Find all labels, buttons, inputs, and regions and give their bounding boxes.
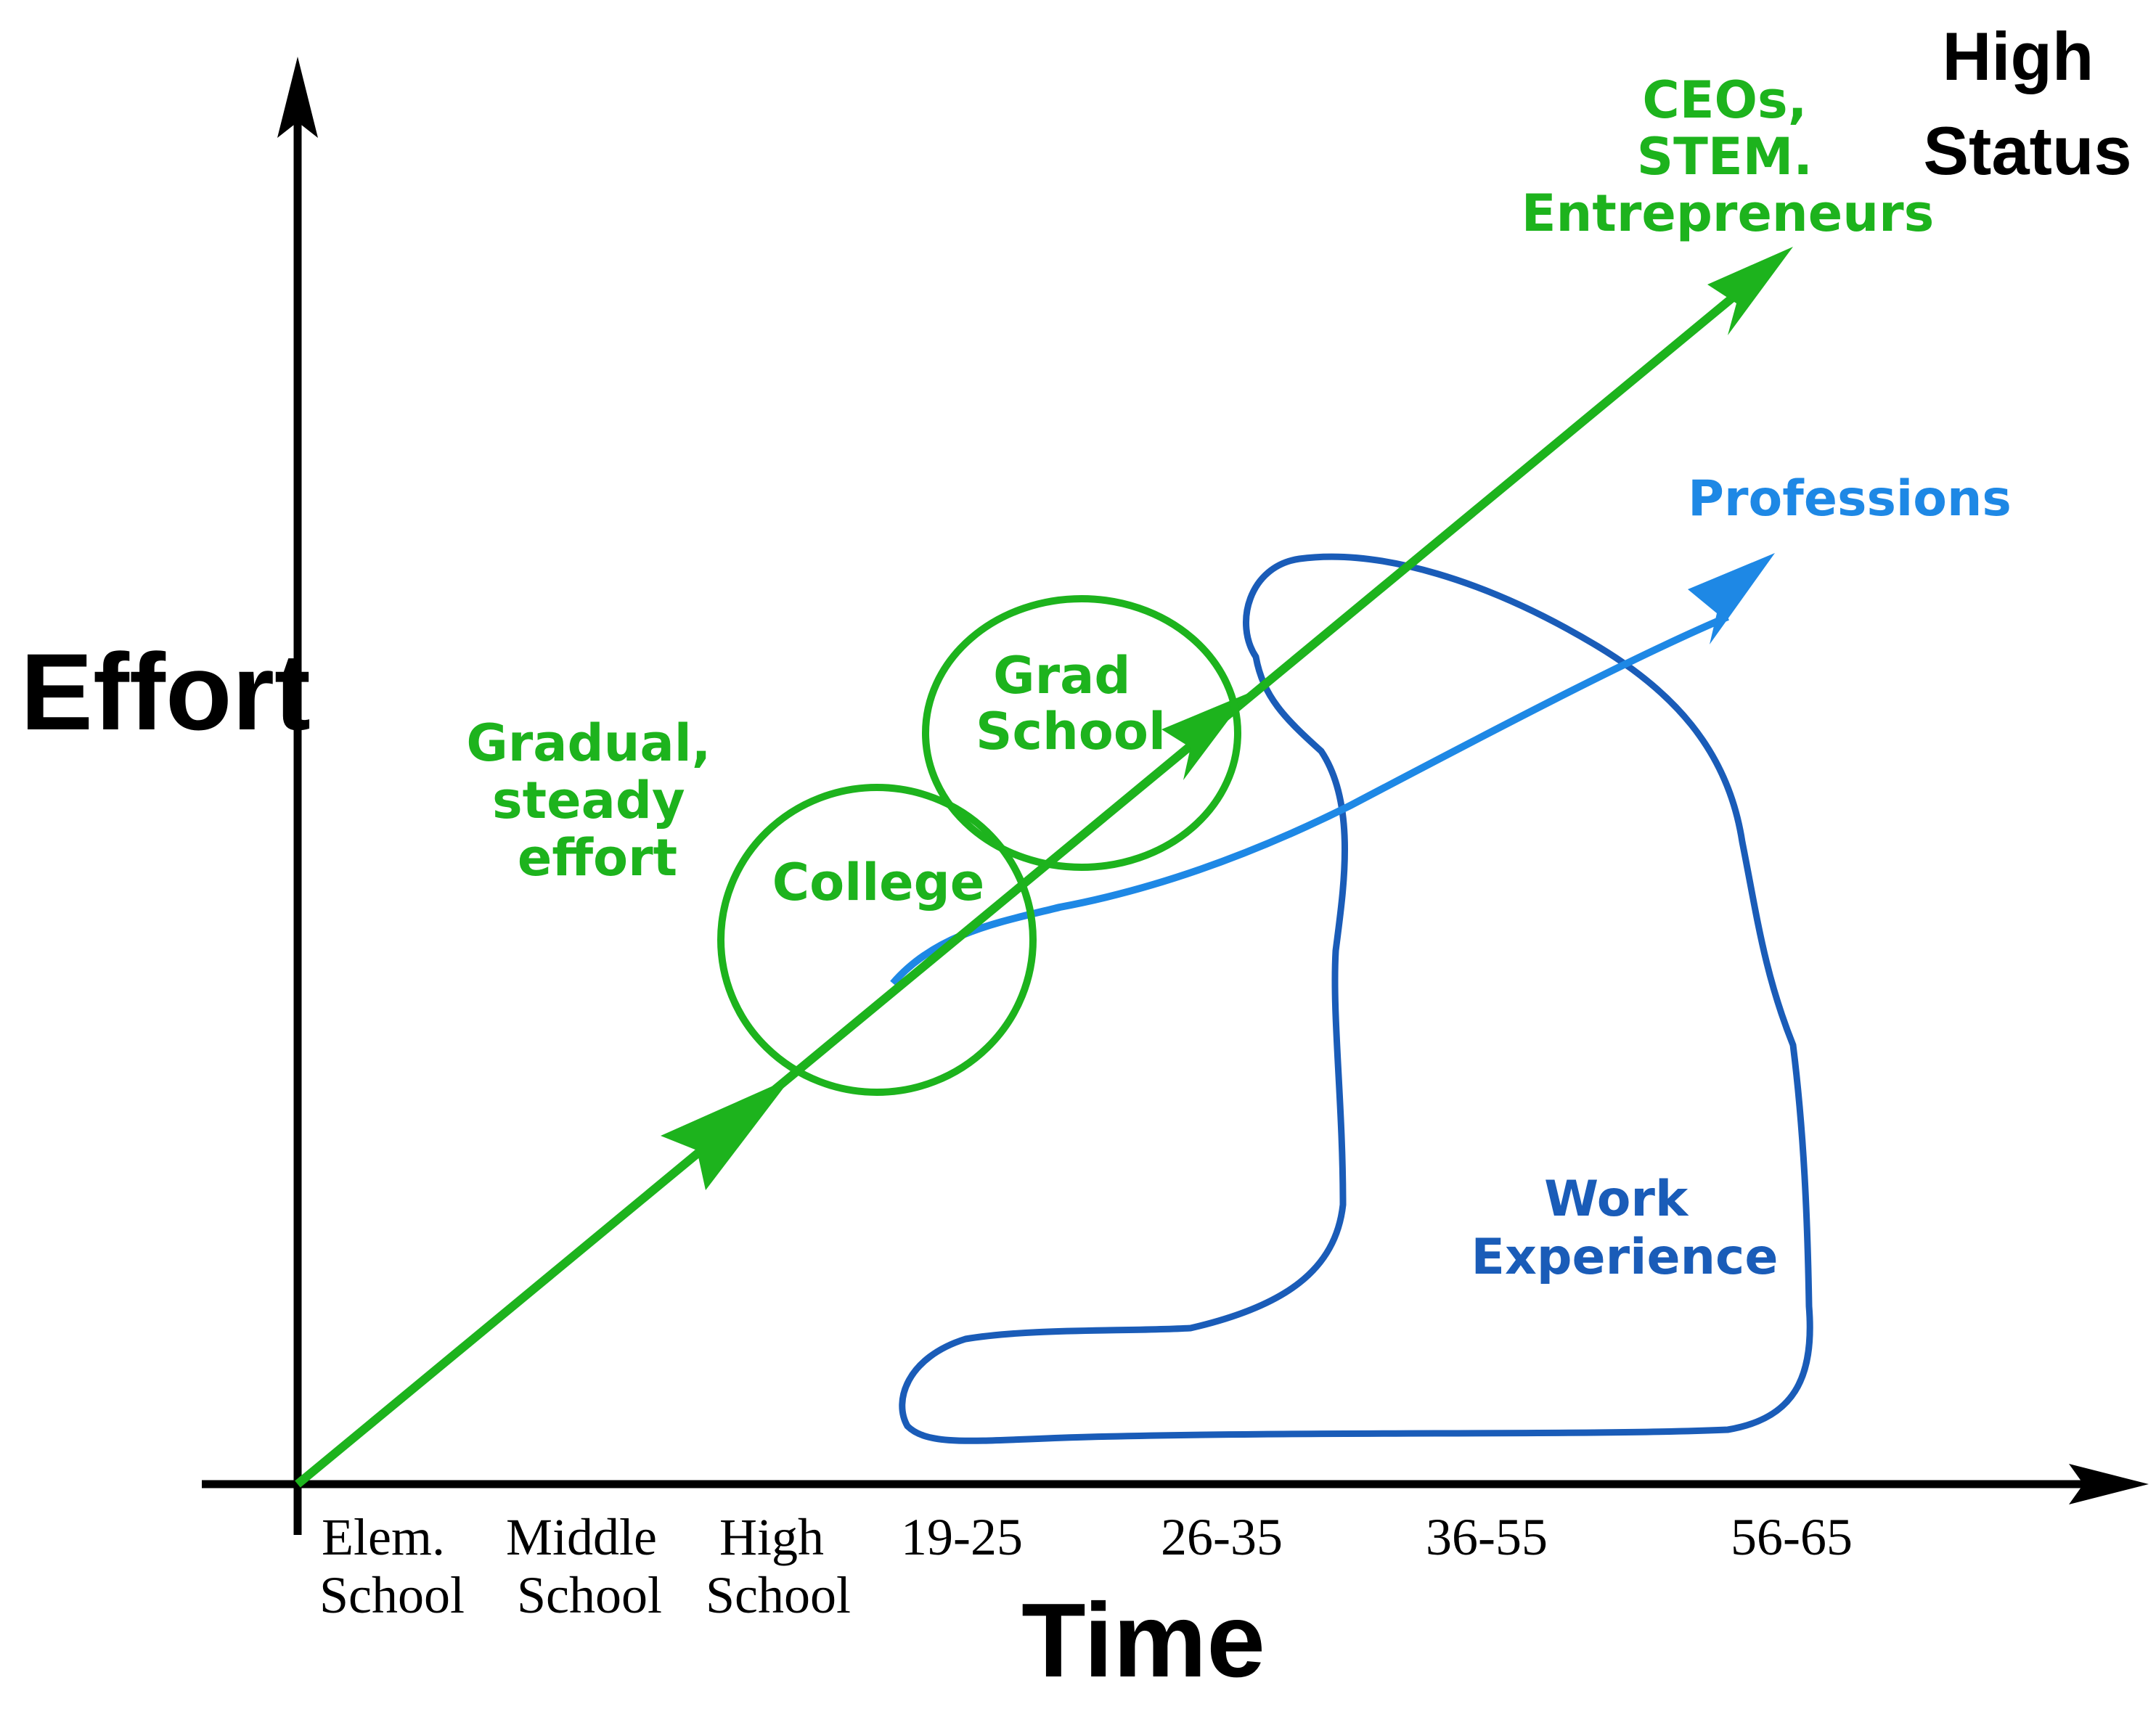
work-experience-label: Work Experience: [1471, 1171, 1779, 1286]
ceos-line-3: Entrepreneurs: [1522, 184, 1935, 243]
x-tick-middle-line-2: School: [517, 1566, 662, 1624]
ceos-line-1: CEOs,: [1642, 70, 1807, 130]
x-tick-elem-line-2: School: [319, 1566, 465, 1624]
college-label: College: [772, 853, 985, 912]
work-experience-region: [899, 553, 1813, 1444]
x-axis-label: Time: [1021, 1581, 1265, 1699]
x-tick-high-school: High School: [706, 1508, 851, 1624]
effort-label-line-3: effort: [518, 828, 677, 888]
high-status-label: High Status: [1923, 18, 2131, 189]
effort-label-line-2: steady: [492, 771, 685, 830]
grad-school-label: Grad School: [976, 646, 1166, 761]
work-experience-line-1: Work: [1544, 1171, 1689, 1228]
x-tick-high-line-1: High: [719, 1508, 824, 1566]
x-tick-36-55: 36-55: [1426, 1508, 1548, 1566]
grad-school-line-2: School: [976, 702, 1166, 761]
x-tick-26-35: 26-35: [1161, 1508, 1283, 1566]
y-axis-label: Effort: [20, 631, 311, 753]
grad-school-line-1: Grad: [993, 646, 1130, 705]
professions-arrowhead: [1688, 553, 1775, 644]
professions-curve: [890, 613, 1729, 986]
green-arrowhead-mid2: [1161, 693, 1249, 780]
x-tick-19-25: 19-25: [901, 1508, 1023, 1566]
work-experience-line-2: Experience: [1471, 1229, 1779, 1286]
x-tick-56-65: 56-65: [1731, 1508, 1853, 1566]
ceos-line-2: STEM.: [1637, 127, 1813, 187]
x-tick-high-line-2: School: [706, 1566, 851, 1624]
college-circle: [717, 784, 1037, 1096]
x-tick-elem-school: Elem. School: [319, 1508, 465, 1624]
y-axis-arrowhead: [277, 57, 318, 138]
gradual-steady-effort-label: Gradual, steady effort: [466, 713, 728, 888]
high-status-line-2: Status: [1923, 112, 2131, 189]
x-tick-elem-line-1: Elem.: [322, 1508, 445, 1566]
effort-label-line-1: Gradual,: [466, 713, 711, 773]
professions-label: Professions: [1688, 470, 2012, 528]
x-axis-arrowhead: [2069, 1464, 2149, 1504]
x-tick-middle-line-1: Middle: [506, 1508, 657, 1566]
grad-school-circle: [922, 595, 1241, 871]
green-arrowhead-top: [1707, 247, 1793, 335]
x-tick-middle-school: Middle School: [506, 1508, 670, 1624]
green-arrowhead-mid1: [661, 1078, 791, 1190]
ceos-stem-entrepreneurs-label: CEOs, STEM. Entrepreneurs: [1522, 70, 1935, 243]
high-status-line-1: High: [1943, 18, 2094, 94]
